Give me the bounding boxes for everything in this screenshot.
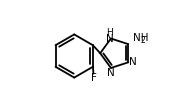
Text: N: N <box>129 57 136 67</box>
Text: N: N <box>107 68 115 78</box>
Text: NH: NH <box>133 33 149 43</box>
Text: N: N <box>106 33 114 43</box>
Text: H: H <box>106 28 113 37</box>
Text: 2: 2 <box>140 36 145 45</box>
Text: F: F <box>91 73 96 83</box>
